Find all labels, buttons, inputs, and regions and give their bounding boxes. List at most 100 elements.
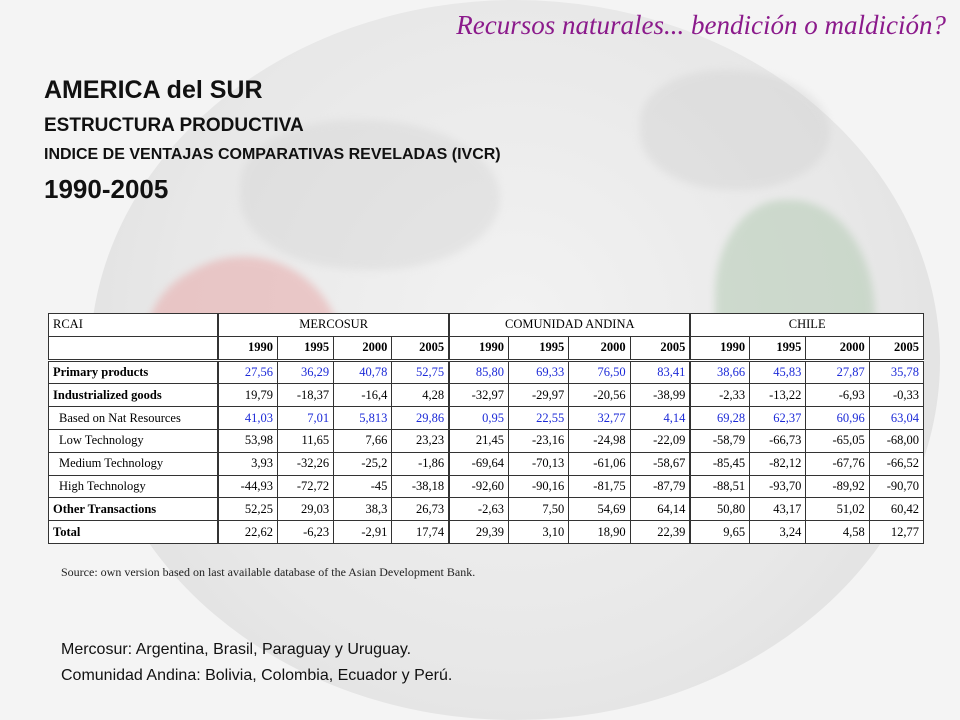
table-cell: -22,09 [629,428,691,453]
table-row: Total 22,62 -6,23 -2,91 17,74 29,39 3,10 18,90 2… [48,520,925,544]
table-cell: -38,18 [391,474,450,499]
table-row: Low Technology 53,98 11,65 7,66 23,23 21,45 -2… [48,428,925,453]
table-cell: 69,28 [689,406,751,430]
table-cell: 21,45 [448,428,509,453]
table-cell: 53,98 [217,428,278,453]
table-cell: 7,01 [276,406,335,430]
table-cell: 3,10 [507,520,570,544]
group-header-comunidad-andina: COMUNIDAD ANDINA [448,313,691,337]
table-cell: 7,50 [507,497,570,522]
table-cell: 38,66 [689,359,751,385]
year-header: 2005 [391,335,450,362]
table-cell: 22,55 [507,406,570,430]
table-cell: -90,16 [507,474,570,499]
table-cell: 19,79 [217,383,278,408]
table-cell: -2,63 [448,497,509,522]
year-header: 1990 [448,335,509,362]
table-cell: -88,51 [689,474,751,499]
table-cell: -69,64 [448,451,509,476]
table-cell: -93,70 [749,474,807,499]
subtitle-heading: ESTRUCTURA PRODUCTIVA [44,115,304,136]
table-cell: 43,17 [749,497,807,522]
background-landmass [240,120,500,270]
slide-title: Recursos naturales... bendición o maldic… [456,10,946,40]
table-cell: 36,29 [276,359,335,385]
table-cell: 7,66 [333,428,393,453]
table-cell: -68,00 [868,428,925,453]
table-cell: -20,56 [568,383,631,408]
index-heading: INDICE DE VENTAJAS COMPARATIVAS REVELADA… [44,146,501,163]
group-header-mercosur: MERCOSUR [217,313,450,337]
table-cell: 38,3 [333,497,393,522]
table-cell: 51,02 [805,497,870,522]
table-cell: -82,12 [749,451,807,476]
year-header: 1995 [276,335,335,362]
year-header-blank [48,335,219,362]
table-cell: -58,79 [689,428,751,453]
table-cell: -58,67 [629,451,691,476]
rcai-table: RCAI MERCOSUR COMUNIDAD ANDINA CHILE 199… [48,313,925,544]
rcai-table-container: RCAI MERCOSUR COMUNIDAD ANDINA CHILE 199… [48,313,925,544]
table-cell: 4,14 [629,406,691,430]
table-cell: 22,62 [217,520,278,544]
table-cell: -18,37 [276,383,335,408]
table-cell: 9,65 [689,520,751,544]
year-header: 2000 [568,335,631,362]
year-header: 2000 [805,335,870,362]
region-heading: AMERICA del SUR [44,76,263,104]
footnote-mercosur: Mercosur: Argentina, Brasil, Paraguay y … [61,641,412,658]
table-cell: 60,96 [805,406,870,430]
table-cell: -6,23 [276,520,335,544]
table-cell: -2,33 [689,383,751,408]
table-cell: 54,69 [568,497,631,522]
row-label: Other Transactions [48,497,219,522]
period-heading: 1990-2005 [44,174,169,204]
table-cell: 60,42 [868,497,925,522]
table-cell: -44,93 [217,474,278,499]
table-cell: -67,76 [805,451,870,476]
table-cell: 12,77 [868,520,925,544]
table-cell: -16,4 [333,383,393,408]
table-cell: -25,2 [333,451,393,476]
table-cell: 11,65 [276,428,335,453]
table-cell: 83,41 [629,359,691,385]
table-cell: 18,90 [568,520,631,544]
table-cell: 29,03 [276,497,335,522]
table-cell: 35,78 [868,359,925,385]
year-header: 1995 [507,335,570,362]
table-cell: 3,24 [749,520,807,544]
table-cell: 23,23 [391,428,450,453]
year-header: 2005 [868,335,925,362]
table-cell: -81,75 [568,474,631,499]
table-cell: -32,97 [448,383,509,408]
footnote-andina: Comunidad Andina: Bolivia, Colombia, Ecu… [61,667,453,684]
table-row: Primary products 27,56 36,29 40,78 52,75 85,8… [48,359,925,385]
background-landmass [640,70,830,190]
table-cell: -87,79 [629,474,691,499]
table-cell: 22,39 [629,520,691,544]
year-header: 1990 [217,335,278,362]
table-cell: 76,50 [568,359,631,385]
table-row: Industrialized goods 19,79 -18,37 -16,4 4,28… [48,383,925,408]
table-cell: 69,33 [507,359,570,385]
table-row: High Technology -44,93 -72,72 -45 -38,18 -92,… [48,474,925,499]
row-label: Total [48,520,219,544]
table-cell: -89,92 [805,474,870,499]
row-label: Low Technology [48,428,219,453]
table-row: Other Transactions 52,25 29,03 38,3 26,73 -2,… [48,497,925,522]
source-note: Source: own version based on last availa… [61,565,476,579]
row-label: High Technology [48,474,219,499]
table-cell: 85,80 [448,359,509,385]
table-cell: 64,14 [629,497,691,522]
row-label: Based on Nat Resources [48,406,219,430]
table-cell: 40,78 [333,359,393,385]
table-cell: -2,91 [333,520,393,544]
table-cell: -61,06 [568,451,631,476]
table-cell: 29,39 [448,520,509,544]
table-cell: -66,52 [868,451,925,476]
table-cell: 32,77 [568,406,631,430]
table-cell: 29,86 [391,406,450,430]
table-cell: -45 [333,474,393,499]
row-label: Industrialized goods [48,383,219,408]
table-cell: -38,99 [629,383,691,408]
